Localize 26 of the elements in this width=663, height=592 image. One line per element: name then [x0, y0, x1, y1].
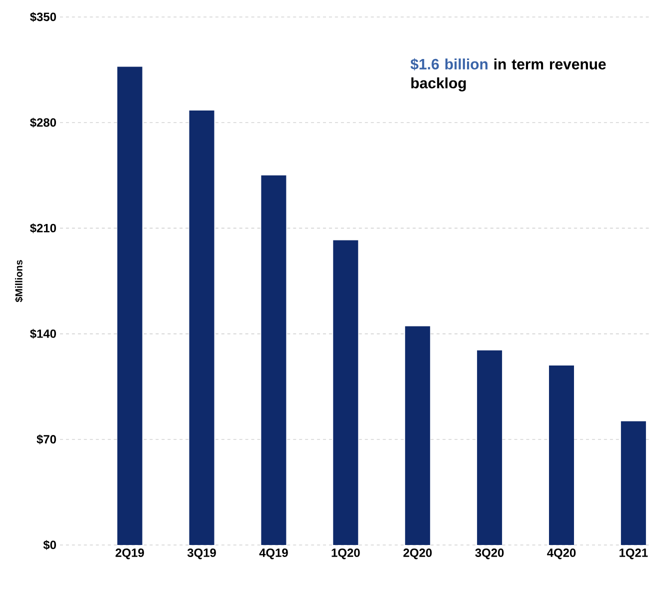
x-tick-label: 3Q19: [187, 548, 216, 560]
y-axis-title: $Millions: [14, 260, 24, 302]
y-tick-label: $140: [30, 328, 56, 339]
y-tick-label: $280: [30, 118, 56, 128]
bar: [549, 365, 574, 545]
bar: [405, 326, 430, 545]
bar: [261, 175, 286, 545]
x-tick-label: 3Q20: [475, 548, 504, 560]
x-tick-label: 1Q21: [620, 548, 648, 560]
y-tick-label: $350: [30, 12, 56, 22]
bar: [333, 240, 358, 545]
text: backlog: [411, 77, 466, 92]
y-tick-label: $210: [30, 223, 56, 234]
x-tick-label: 4Q20: [547, 548, 576, 560]
bar: [117, 66, 142, 545]
text: in term revenue: [494, 58, 606, 70]
bar: [189, 110, 214, 545]
x-tick-label: 2Q19: [116, 548, 144, 560]
x-tick-label: 1Q20: [332, 548, 360, 560]
y-tick-label: $0: [43, 540, 56, 550]
x-tick-label: 2Q20: [403, 548, 432, 560]
x-tick-label: 4Q19: [259, 548, 288, 560]
bar: [477, 350, 502, 545]
y-tick-label: $70: [36, 434, 56, 444]
annotation: $1.6 billion: [410, 58, 488, 70]
bar: [620, 421, 646, 545]
